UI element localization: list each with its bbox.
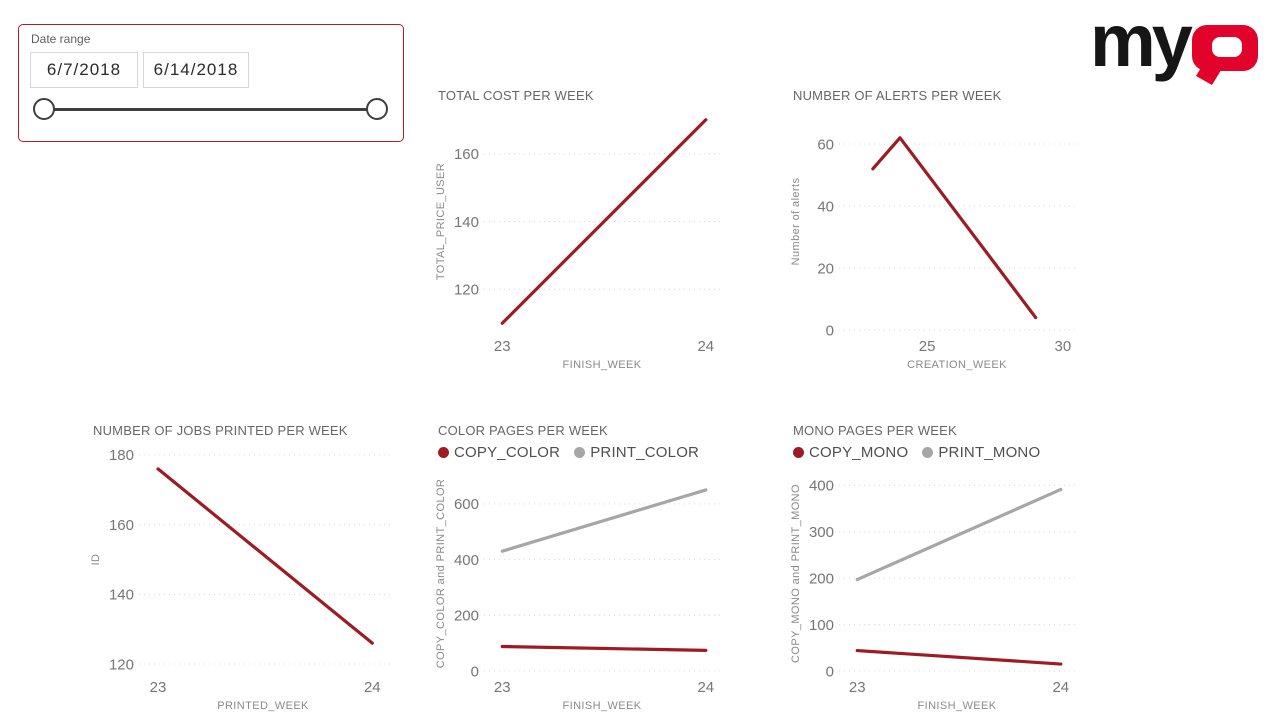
y-axis-title: Number of alerts [790, 178, 802, 266]
x-axis-title: FINISH_WEEK [918, 700, 997, 712]
x-tick-label: 23 [494, 679, 511, 696]
slicer-title: Date range [31, 32, 91, 46]
legend-dot-icon [922, 446, 934, 458]
chart-number-of-alerts-per-week[interactable]: NUMBER OF ALERTS PER WEEK 0 20 40 60 25 30 CRE… [785, 85, 1085, 377]
chart-color-pages-per-week[interactable]: COLOR PAGES PER WEEK COPY_COLOR PRINT_COL… [430, 420, 730, 718]
x-tick-label: 30 [1055, 338, 1072, 355]
chart-plot-area[interactable]: 0 200 400 600 23 24 FINISH_WEEK COPY_COLOR and … [430, 466, 730, 716]
series-line-COPY_COLOR[interactable] [500, 644, 708, 652]
legend-label: COPY_MONO [809, 443, 909, 461]
y-axis-title: TOTAL_PRICE_USER [435, 163, 447, 280]
series-line-ID[interactable] [156, 467, 374, 645]
date-range-slicer: Date range [18, 24, 404, 142]
x-axis-title: CREATION_WEEK [907, 359, 1007, 371]
myq-logo: my [1090, 0, 1272, 100]
y-tick-label: 60 [817, 136, 834, 153]
x-tick-label: 24 [364, 679, 381, 696]
y-tick-label: 600 [454, 496, 479, 513]
legend-dot-icon [793, 446, 804, 458]
chart-plot-area[interactable]: 120 140 160 23 24 FINISH_WEEK TOTAL_PRICE_USER [430, 103, 730, 375]
y-tick-label: 100 [809, 617, 834, 634]
legend-item-COPY_COLOR[interactable]: COPY_COLOR [438, 444, 560, 461]
y-tick-label: 160 [109, 517, 134, 534]
date-range-slider[interactable] [19, 98, 405, 122]
chart-title: COLOR PAGES PER WEEK [438, 423, 608, 438]
y-tick-label: 200 [454, 608, 479, 625]
chart-plot-area[interactable]: 0 100 200 300 400 23 24 FINISH_WEEK COPY_MONO an… [785, 466, 1085, 716]
chart-title: NUMBER OF JOBS PRINTED PER WEEK [93, 423, 348, 438]
series-line-COPY_MONO[interactable] [855, 648, 1063, 666]
x-tick-label: 23 [849, 679, 866, 696]
y-tick-label: 120 [109, 656, 134, 673]
y-tick-label: 0 [826, 663, 834, 680]
x-axis-title: FINISH_WEEK [563, 359, 642, 371]
slider-handle-end[interactable] [366, 98, 388, 120]
y-tick-label: 400 [809, 478, 834, 495]
y-axis-title: COPY_MONO and PRINT_MONO [790, 484, 802, 663]
x-tick-label: 25 [919, 338, 936, 355]
series-line-Number of alerts[interactable] [871, 136, 1038, 320]
x-tick-label: 24 [697, 338, 714, 355]
legend-item-PRINT_MONO[interactable]: PRINT_MONO [922, 444, 1040, 461]
legend-label: PRINT_MONO [938, 443, 1041, 461]
legend-label: PRINT_COLOR [590, 443, 700, 461]
x-tick-label: 23 [150, 679, 167, 696]
legend-item-PRINT_COLOR[interactable]: PRINT_COLOR [574, 444, 699, 461]
start-date-input[interactable] [30, 52, 138, 88]
chart-number-of-jobs-printed-per-week[interactable]: NUMBER OF JOBS PRINTED PER WEEK 120 140 16… [85, 420, 397, 718]
chart-title: MONO PAGES PER WEEK [793, 423, 957, 438]
chart-total-cost-per-week[interactable]: TOTAL COST PER WEEK 120 140 160 23 24 FINISH_… [430, 85, 730, 377]
series-line-PRINT_COLOR[interactable] [500, 488, 708, 553]
legend-item-COPY_MONO[interactable]: COPY_MONO [793, 444, 908, 461]
slider-track[interactable] [44, 108, 377, 111]
x-tick-label: 24 [1052, 679, 1069, 696]
series-line-PRINT_MONO[interactable] [855, 487, 1063, 582]
y-tick-label: 200 [809, 570, 834, 587]
x-axis-title: PRINTED_WEEK [217, 700, 309, 712]
chart-title: TOTAL COST PER WEEK [438, 88, 594, 103]
end-date-input[interactable] [143, 52, 249, 88]
chart-plot-area[interactable]: 120 140 160 180 23 24 PRINTED_WEEK ID [85, 438, 397, 716]
logo-q-glyph [1192, 25, 1258, 85]
y-axis-title: COPY_COLOR and PRINT_COLOR [435, 479, 447, 669]
chart-title: NUMBER OF ALERTS PER WEEK [793, 88, 1002, 103]
chart-mono-pages-per-week[interactable]: MONO PAGES PER WEEK COPY_MONO PRINT_MONO … [785, 420, 1085, 718]
y-tick-label: 0 [826, 322, 834, 339]
y-tick-label: 20 [817, 260, 834, 277]
slider-handle-start[interactable] [33, 98, 55, 120]
y-tick-label: 140 [454, 214, 479, 231]
y-tick-label: 160 [454, 146, 479, 163]
series-line-TOTAL_PRICE_USER[interactable] [500, 118, 708, 325]
y-tick-label: 40 [817, 198, 834, 215]
myq-logo-image: my [1090, 0, 1258, 85]
logo-text-my: my [1092, 12, 1193, 82]
chart-plot-area[interactable]: 0 20 40 60 25 30 CREATION_WEEK Number of alerts [785, 103, 1085, 375]
y-tick-label: 300 [809, 524, 834, 541]
legend-dot-icon [438, 446, 449, 458]
y-tick-label: 120 [454, 282, 479, 299]
y-axis-title: ID [90, 554, 102, 566]
y-tick-label: 0 [471, 663, 479, 680]
legend-dot-icon [574, 446, 586, 458]
x-axis-title: FINISH_WEEK [563, 700, 642, 712]
y-tick-label: 180 [109, 447, 134, 464]
chart-legend: COPY_COLOR PRINT_COLOR [430, 438, 730, 466]
legend-label: COPY_COLOR [454, 443, 561, 461]
x-tick-label: 24 [697, 679, 714, 696]
y-tick-label: 400 [454, 552, 479, 569]
y-tick-label: 140 [109, 587, 134, 604]
x-tick-label: 23 [494, 338, 511, 355]
chart-legend: COPY_MONO PRINT_MONO [785, 438, 1085, 466]
